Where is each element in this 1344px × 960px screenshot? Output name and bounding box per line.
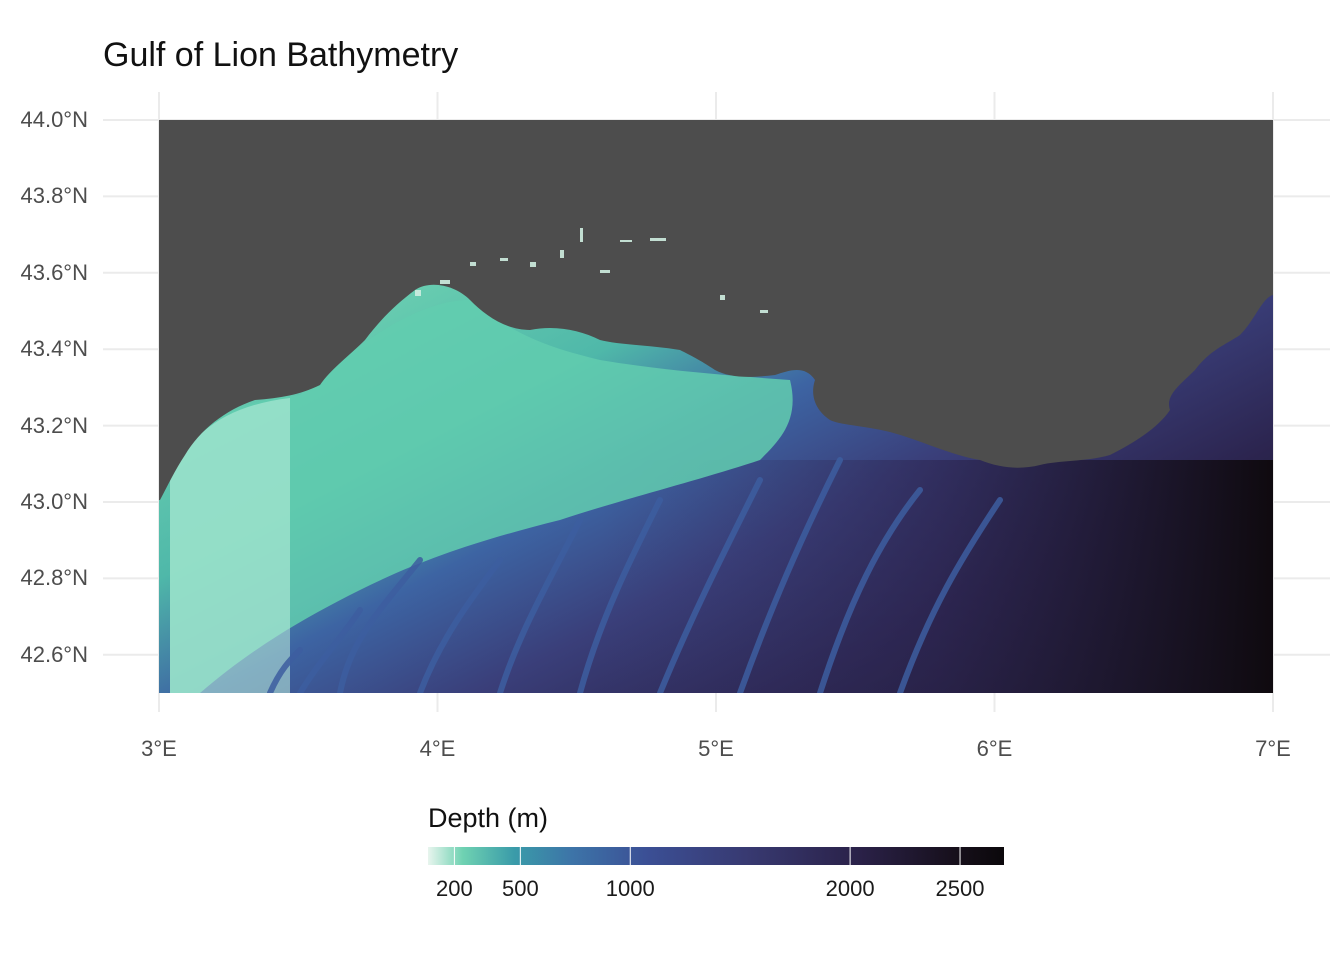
y-tick-label: 43.4°N bbox=[20, 336, 88, 362]
bathymetry-raster bbox=[159, 120, 1273, 693]
y-tick-label: 43.0°N bbox=[20, 489, 88, 514]
x-tick-label: 5°E bbox=[698, 736, 734, 761]
legend-tick-label: 2500 bbox=[935, 876, 985, 901]
x-tick-label: 6°E bbox=[976, 736, 1013, 761]
y-tick-label: 43.8°N bbox=[20, 183, 88, 209]
x-tick-label: 3°E bbox=[141, 736, 177, 761]
y-tick-label: 42.6°N bbox=[20, 641, 88, 667]
legend-title: Depth (m) bbox=[428, 803, 549, 833]
legend-tick-label: 200 bbox=[436, 876, 473, 901]
y-tick-label: 43.6°N bbox=[20, 259, 88, 285]
y-tick-label: 42.8°N bbox=[20, 565, 88, 591]
legend-ticks bbox=[453, 847, 961, 865]
legend-colorbar bbox=[428, 847, 1004, 865]
legend-tick-label: 1000 bbox=[605, 876, 655, 901]
legend-tick-label: 2000 bbox=[825, 876, 875, 901]
legend-tick-label: 500 bbox=[501, 876, 539, 901]
y-tick-label: 44.0°N bbox=[20, 107, 88, 132]
x-tick-label: 7°E bbox=[1255, 736, 1291, 761]
y-tick-label: 43.2°N bbox=[20, 412, 88, 438]
x-tick-label: 4°E bbox=[419, 736, 456, 761]
map-title: Gulf of Lion Bathymetry bbox=[103, 36, 459, 74]
